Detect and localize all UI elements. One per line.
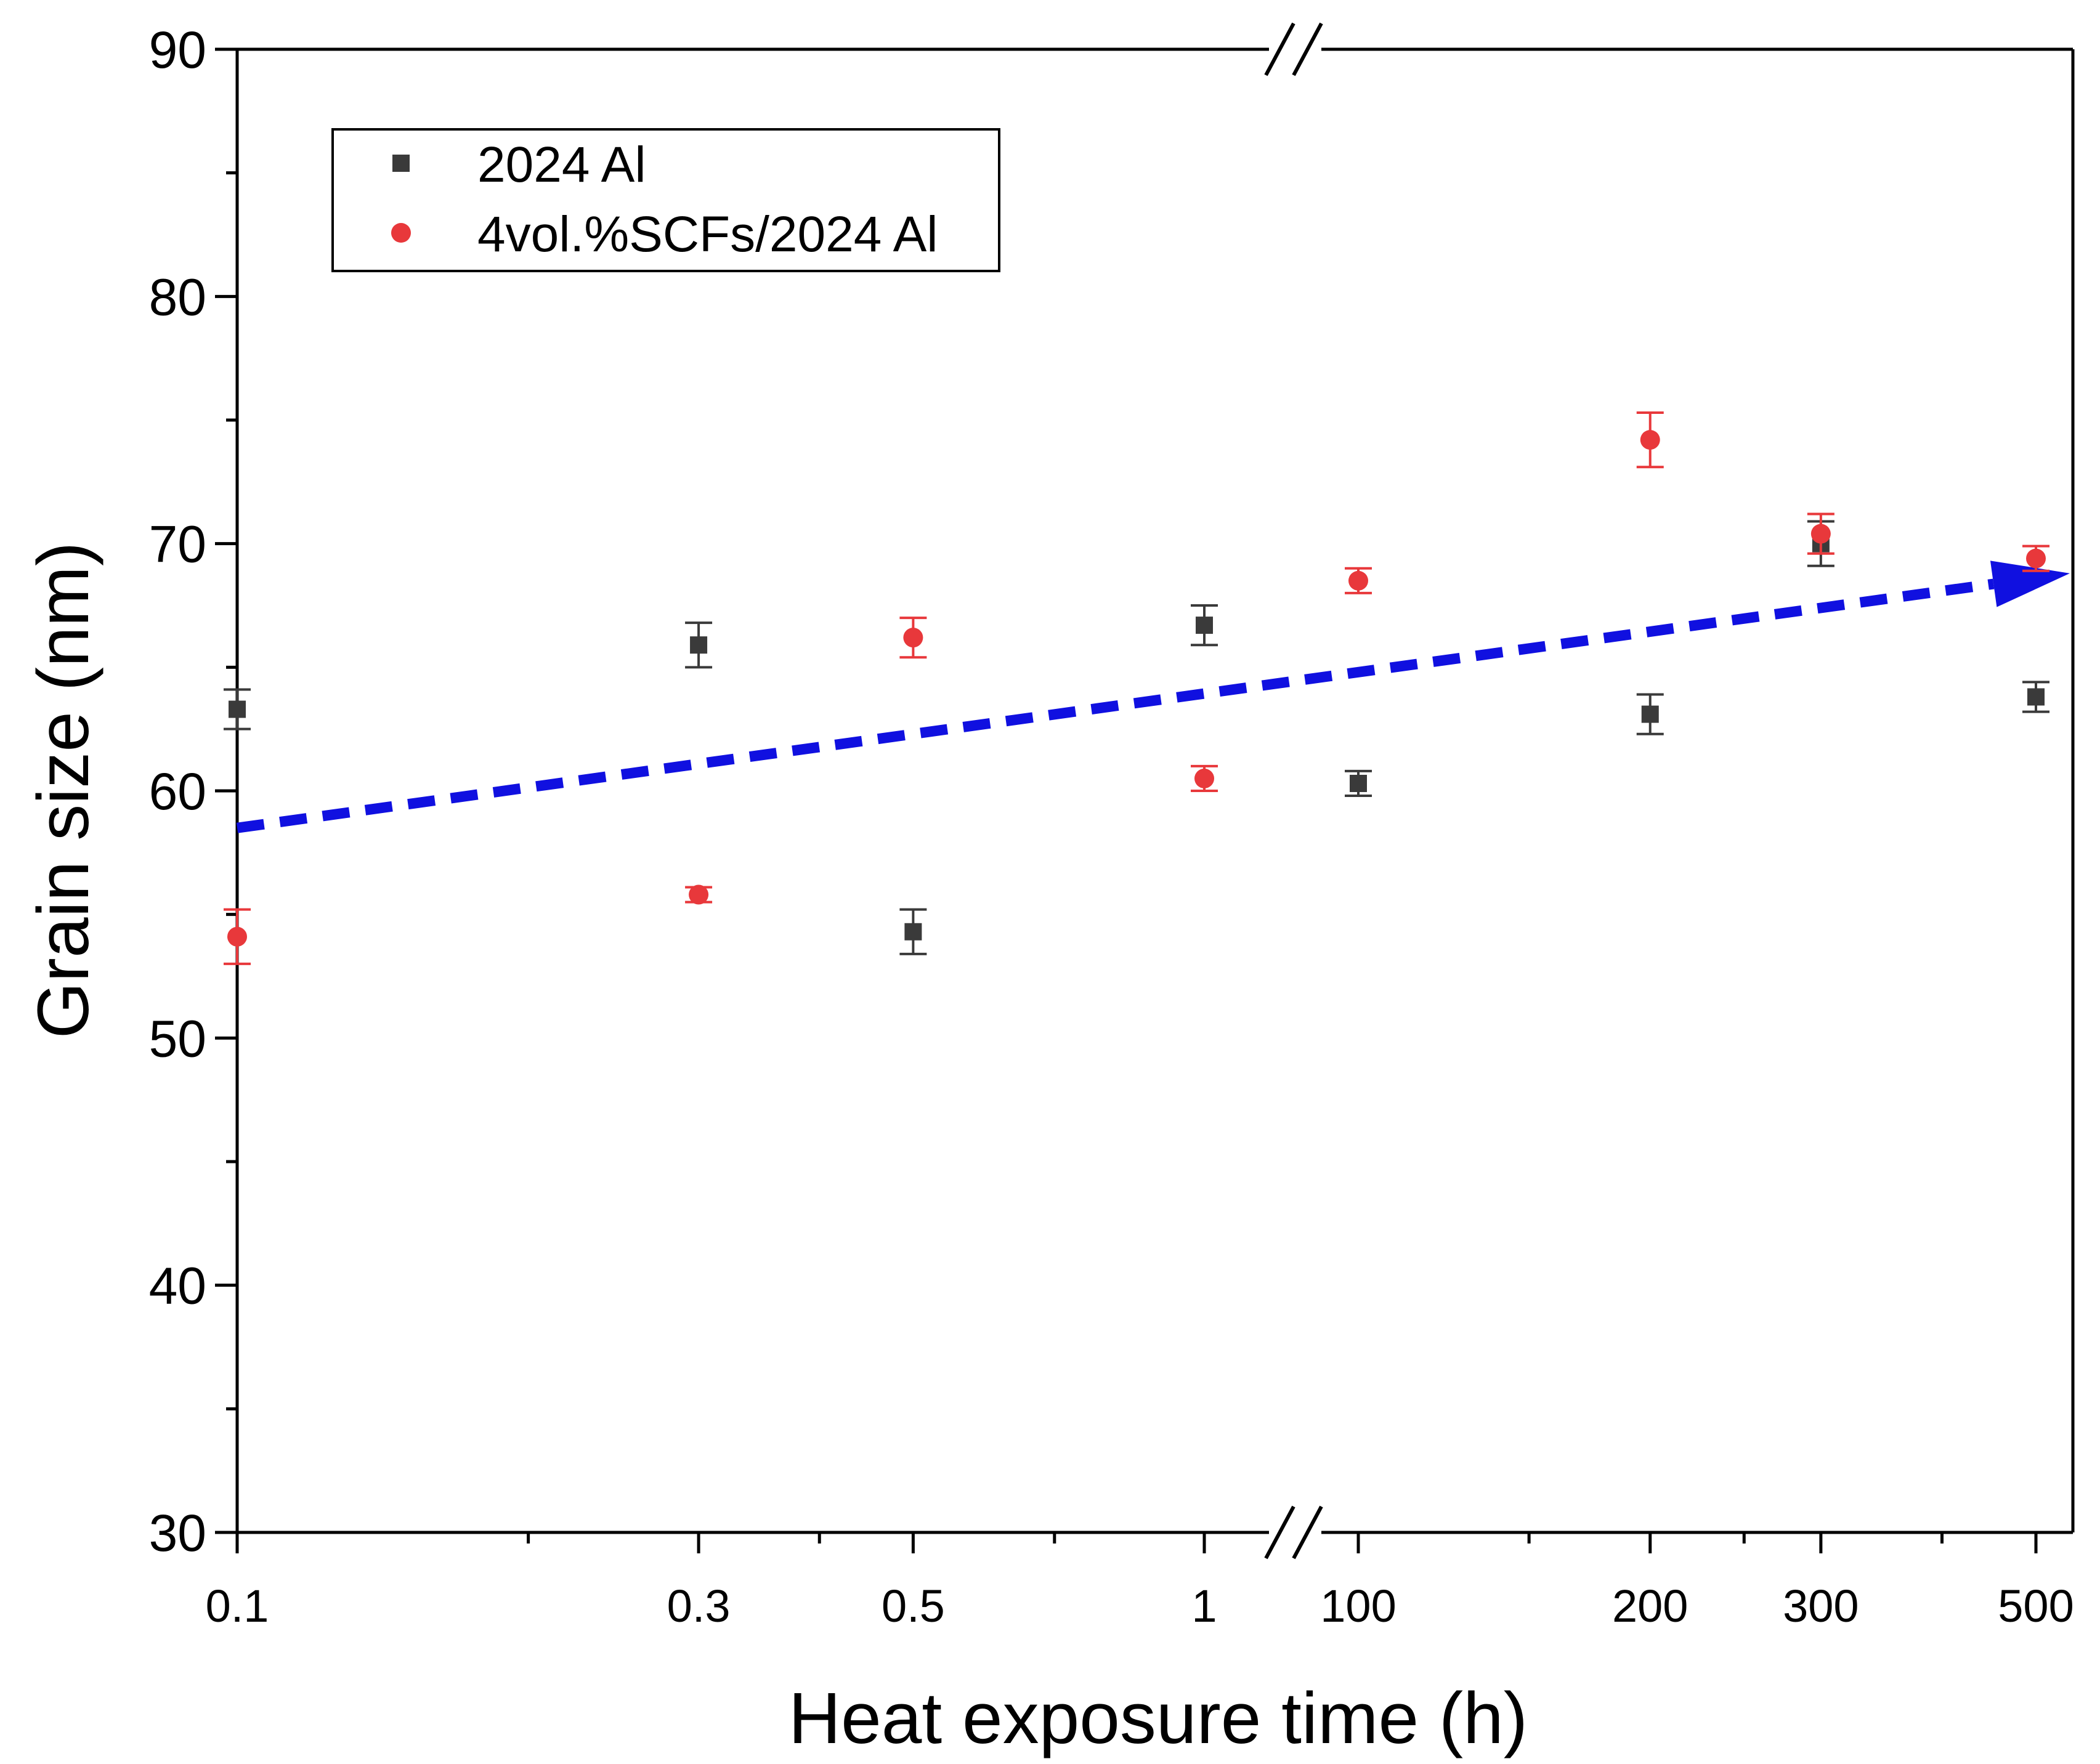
x-tick-label: 0.1 xyxy=(206,1580,269,1632)
marker-square xyxy=(904,923,922,941)
axis-break-mark-top xyxy=(1292,22,1323,76)
marker-circle xyxy=(227,926,247,947)
data-point xyxy=(224,908,251,965)
axis-break-mark-bottom xyxy=(1292,1505,1323,1560)
x-tick-label: 500 xyxy=(1998,1580,2074,1632)
data-point xyxy=(2022,544,2049,572)
legend: 2024 Al 4vol.%SCFs/2024 Al xyxy=(331,128,1000,272)
y-tick-label: 50 xyxy=(149,1009,206,1067)
data-point xyxy=(1807,512,1834,555)
trend-arrow-head xyxy=(1990,560,2070,607)
marker-circle xyxy=(2026,548,2046,568)
data-point xyxy=(1191,764,1218,792)
legend-label-scfs: 4vol.%SCFs/2024 Al xyxy=(477,206,938,262)
trend-arrow-line xyxy=(236,578,1995,833)
data-point xyxy=(685,621,713,669)
x-tick-label: 200 xyxy=(1612,1580,1688,1632)
marker-circle xyxy=(689,884,709,905)
marker-square xyxy=(1641,705,1659,723)
y-tick-label: 90 xyxy=(149,21,206,79)
x-axis-title: Heat exposure time (h) xyxy=(789,1678,1528,1759)
x-tick-label: 100 xyxy=(1320,1580,1396,1632)
marker-square xyxy=(2027,688,2045,706)
y-tick-label: 80 xyxy=(149,268,206,326)
x-tick-label: 0.3 xyxy=(667,1580,731,1632)
y-tick-label: 60 xyxy=(149,763,206,820)
data-point xyxy=(1191,604,1218,647)
axis-break-mark-top xyxy=(1264,22,1295,76)
legend-marker-scfs xyxy=(391,223,411,243)
marker-circle xyxy=(1810,524,1831,544)
data-point xyxy=(685,884,713,905)
marker-circle xyxy=(903,628,923,648)
data-points xyxy=(224,411,2049,965)
legend-marker-2024-al xyxy=(392,155,410,172)
data-point xyxy=(224,688,251,730)
axis-break-mark-bottom xyxy=(1264,1505,1295,1560)
data-point xyxy=(2022,681,2049,713)
trend-arrow-layer xyxy=(236,560,2070,833)
data-point xyxy=(1345,567,1372,594)
data-point xyxy=(1345,769,1372,798)
x-tick-label: 0.5 xyxy=(882,1580,945,1632)
data-point xyxy=(899,617,927,659)
x-tick-label: 300 xyxy=(1783,1580,1859,1632)
data-point xyxy=(899,908,927,955)
y-tick-label: 70 xyxy=(149,516,206,573)
legend-box xyxy=(331,128,1000,272)
axes: 30 40 50 60 70 80 90 0.1 0.3 0.5 1 100 200 300 500 xyxy=(149,21,2075,1632)
marker-square xyxy=(229,700,246,718)
y-tick-label: 30 xyxy=(149,1504,206,1562)
y-tick-label: 40 xyxy=(149,1257,206,1315)
marker-circle xyxy=(1640,430,1660,450)
data-point xyxy=(1636,693,1664,735)
marker-square xyxy=(1350,774,1367,792)
data-point xyxy=(1636,411,1664,469)
marker-circle xyxy=(1194,768,1214,788)
legend-label-2024-al: 2024 Al xyxy=(477,137,646,193)
marker-circle xyxy=(1348,570,1368,591)
marker-square xyxy=(1196,617,1213,634)
marker-square xyxy=(690,636,708,654)
y-axis-title: Grain size (nm) xyxy=(23,542,104,1038)
x-tick-label: 1 xyxy=(1191,1580,1217,1632)
